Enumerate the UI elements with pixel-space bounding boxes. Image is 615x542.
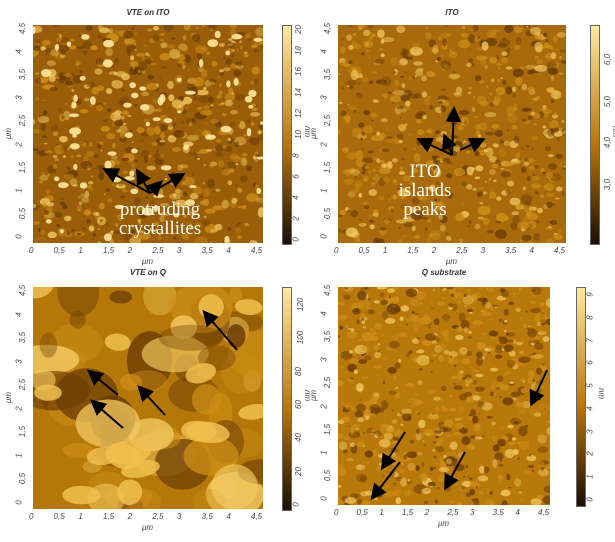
arrow	[380, 431, 406, 471]
x-tick-label: 4	[515, 508, 520, 517]
x-tick-label: 2,5	[152, 246, 164, 255]
x-tick-label: 1,5	[407, 246, 419, 255]
x-axis-label: μm	[446, 257, 458, 266]
x-tick-label: 1	[382, 246, 388, 255]
arrow	[102, 168, 151, 194]
x-tick-label: 2	[127, 246, 133, 255]
afm-texture	[338, 25, 566, 243]
panel-title: VTE on Q	[130, 268, 166, 277]
afm-texture	[33, 25, 263, 243]
x-tick-label: 4	[529, 246, 534, 255]
x-tick-label: 4,5	[538, 508, 550, 517]
panel-title: ITO	[445, 8, 459, 17]
x-tick-label: 1	[78, 246, 83, 255]
x-tick-label: 3	[470, 508, 475, 517]
x-tick-label: 2	[127, 512, 133, 521]
colorbar	[590, 25, 600, 245]
x-tick-label: 4,5	[554, 246, 566, 255]
panel-title: Q substrate	[421, 268, 467, 277]
panel-title: VTE on ITO	[126, 8, 170, 17]
x-tick-label: 0	[29, 246, 34, 255]
annotation-protruding-crystallites: protruding crystallites	[60, 200, 260, 238]
x-tick-label: 1,5	[103, 512, 115, 521]
x-tick-label: 4	[226, 512, 231, 521]
x-tick-label: 3,5	[201, 246, 213, 255]
arrow	[529, 369, 548, 407]
arrow	[441, 133, 457, 156]
arrow	[444, 451, 466, 491]
annotation-line: protruding	[119, 199, 201, 220]
x-tick-label: 2	[424, 508, 430, 517]
annotation-line: peaks	[403, 199, 447, 220]
annotation-line: islands	[398, 180, 452, 201]
x-tick-label: 2,5	[456, 246, 468, 255]
annotation-line: crystallites	[118, 218, 202, 239]
x-tick-label: 0	[334, 246, 339, 255]
colorbar	[282, 287, 292, 511]
x-tick-label: 0,5	[53, 246, 65, 255]
x-tick-label: 2,5	[152, 512, 164, 521]
x-tick-label: 4	[226, 246, 231, 255]
afm-image	[33, 25, 263, 243]
afm-image	[338, 25, 566, 243]
x-tick-label: 1	[78, 512, 83, 521]
colorbar	[282, 25, 292, 245]
arrow	[89, 399, 124, 429]
x-tick-label: 2	[431, 246, 437, 255]
x-axis-label: μm	[438, 519, 450, 528]
x-tick-label: 0	[334, 508, 339, 517]
annotation-ito-islands-peaks: ITO islands peaks	[380, 162, 470, 219]
arrow	[445, 106, 462, 156]
x-tick-label: 3	[177, 246, 182, 255]
arrow	[459, 137, 486, 153]
x-tick-label: 4,5	[251, 512, 263, 521]
x-tick-label: 4,5	[251, 246, 263, 255]
x-tick-label: 0,5	[53, 512, 65, 521]
x-tick-label: 1,5	[402, 508, 414, 517]
x-tick-label: 3,5	[492, 508, 504, 517]
arrow	[202, 309, 238, 351]
x-tick-label: 1	[379, 508, 384, 517]
x-tick-label: 0,5	[356, 508, 368, 517]
x-tick-label: 2,5	[447, 508, 459, 517]
x-axis-label: μm	[142, 523, 154, 532]
x-tick-label: 3	[177, 512, 182, 521]
x-axis-label: μm	[142, 257, 154, 266]
arrow	[416, 137, 453, 156]
arrow	[370, 461, 401, 501]
annotation-line: ITO	[409, 161, 441, 182]
arrow	[86, 369, 119, 396]
colorbar	[576, 287, 586, 507]
x-tick-label: 0,5	[358, 246, 370, 255]
x-tick-label: 3	[480, 246, 486, 255]
arrow	[137, 385, 166, 416]
x-tick-label: 3,5	[201, 512, 213, 521]
x-tick-label: 3,5	[505, 246, 517, 255]
x-tick-label: 0	[29, 512, 34, 521]
x-tick-label: 1,5	[103, 246, 115, 255]
arrow	[149, 173, 186, 194]
afm-texture	[338, 287, 550, 505]
afm-image	[338, 287, 550, 505]
